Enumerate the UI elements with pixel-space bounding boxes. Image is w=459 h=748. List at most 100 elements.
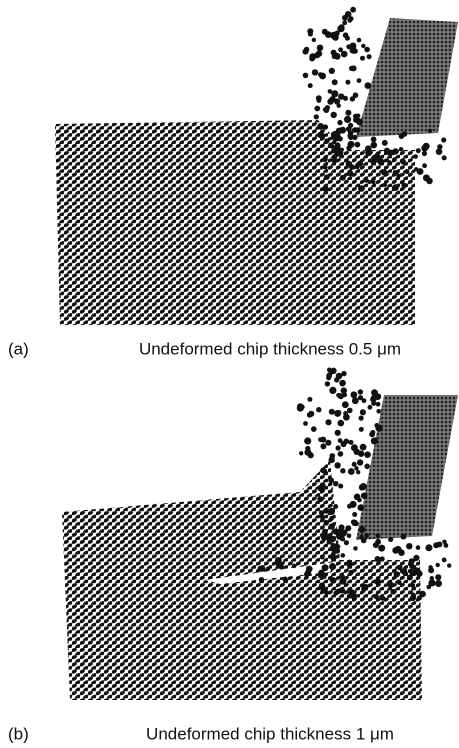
atom xyxy=(333,481,338,486)
panel-b-image xyxy=(62,368,458,701)
atom xyxy=(352,397,359,404)
atom xyxy=(388,582,394,588)
atom xyxy=(341,553,346,558)
atom xyxy=(394,546,401,553)
atom xyxy=(428,565,432,569)
atom xyxy=(422,163,427,168)
atom xyxy=(359,484,366,491)
atom xyxy=(441,137,446,142)
atom xyxy=(344,116,351,123)
atom xyxy=(416,148,421,153)
atom xyxy=(328,478,334,484)
atom xyxy=(388,537,393,542)
atom xyxy=(353,546,357,550)
atom xyxy=(340,175,346,181)
atom xyxy=(329,409,335,415)
atom xyxy=(322,469,327,474)
atom xyxy=(336,589,342,595)
atom xyxy=(371,142,378,149)
atom xyxy=(303,73,309,79)
atom xyxy=(333,504,338,509)
atom xyxy=(356,114,360,118)
atom xyxy=(327,368,332,373)
atom xyxy=(330,577,337,584)
atom xyxy=(376,425,383,432)
atom xyxy=(355,142,361,148)
atom xyxy=(335,430,341,436)
atom xyxy=(352,462,357,467)
atom xyxy=(356,118,361,123)
atom xyxy=(364,451,371,458)
atom xyxy=(375,556,381,562)
atom xyxy=(359,416,364,421)
atom xyxy=(374,578,381,585)
atom xyxy=(330,453,336,459)
atom xyxy=(329,563,336,570)
atom xyxy=(309,56,315,62)
atom xyxy=(401,183,407,189)
atom xyxy=(331,112,337,118)
atom xyxy=(319,133,325,139)
atom xyxy=(322,564,329,571)
atom xyxy=(361,44,365,48)
atom xyxy=(427,545,432,550)
atom xyxy=(323,165,328,170)
atom xyxy=(345,110,351,116)
atom xyxy=(349,440,354,445)
panel-a-image xyxy=(55,7,458,325)
atom xyxy=(376,402,381,407)
atom xyxy=(358,389,363,394)
atom xyxy=(318,574,323,579)
atom xyxy=(337,120,342,125)
atom xyxy=(346,161,352,167)
atom xyxy=(371,180,376,185)
atom xyxy=(333,528,339,534)
atom xyxy=(378,545,385,552)
atom xyxy=(371,437,378,444)
atom xyxy=(318,437,323,442)
atom xyxy=(319,510,324,515)
atom xyxy=(358,395,363,400)
atom xyxy=(397,580,402,585)
atom xyxy=(311,426,317,432)
atom xyxy=(327,535,334,542)
atom xyxy=(308,32,313,37)
atom xyxy=(338,420,345,427)
atom xyxy=(376,533,381,538)
atom xyxy=(334,462,340,468)
atom xyxy=(357,78,362,83)
atom xyxy=(266,567,270,571)
atom xyxy=(312,69,318,75)
atom xyxy=(399,147,403,151)
atom xyxy=(338,451,344,457)
atom xyxy=(435,574,441,580)
atom xyxy=(384,148,390,154)
atom xyxy=(345,80,350,85)
atom xyxy=(392,184,399,191)
atom xyxy=(329,387,336,394)
atom xyxy=(406,543,412,549)
atom xyxy=(341,51,348,58)
atom xyxy=(359,526,366,533)
atom xyxy=(413,555,419,561)
atom xyxy=(392,148,398,154)
atom xyxy=(360,409,366,415)
atom xyxy=(417,595,422,600)
atom xyxy=(332,79,338,85)
atom xyxy=(414,167,418,171)
atom xyxy=(307,397,312,402)
atom xyxy=(349,570,354,575)
atom xyxy=(331,132,337,138)
atom xyxy=(380,556,385,561)
atom xyxy=(326,373,332,379)
atom xyxy=(330,554,336,560)
atom xyxy=(342,529,348,535)
atom xyxy=(336,393,341,398)
atom xyxy=(334,377,339,382)
atom xyxy=(410,571,415,576)
atom xyxy=(343,32,349,38)
atom xyxy=(306,566,311,571)
atom xyxy=(351,444,358,451)
atom xyxy=(308,83,313,88)
atom xyxy=(442,155,447,160)
